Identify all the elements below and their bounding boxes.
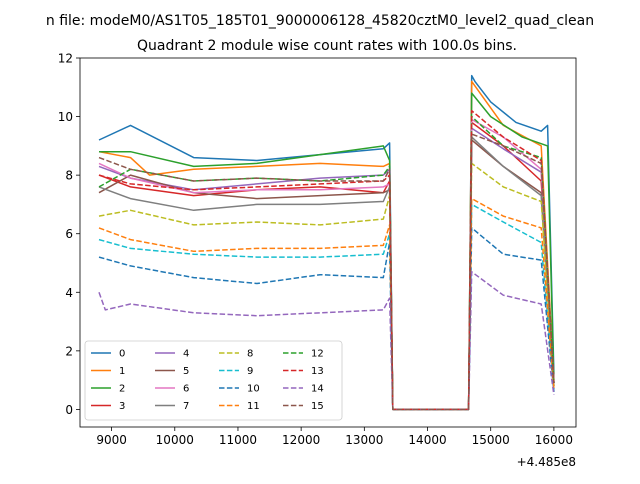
legend-label: 6 <box>183 384 189 395</box>
y-tick-label: 8 <box>65 169 73 183</box>
legend-label: 7 <box>183 401 189 412</box>
x-offset-label: +4.485e8 <box>517 455 576 469</box>
plot-frame <box>79 57 577 428</box>
y-tick-label: 12 <box>58 52 73 66</box>
series-line-9 <box>98 203 555 411</box>
series-line-10 <box>98 227 555 411</box>
x-tick-label: 15000 <box>472 433 510 447</box>
series-line-14 <box>98 271 555 411</box>
figure-suptitle: n file: modeM0/AS1T05_185T01_9000006128_… <box>46 13 594 29</box>
legend-label: 3 <box>119 401 125 412</box>
x-tick-label: 13000 <box>345 433 383 447</box>
y-tick-label: 0 <box>65 403 73 417</box>
y-tick-label: 6 <box>65 227 73 241</box>
legend-label: 11 <box>247 401 260 412</box>
series-layer <box>98 74 555 411</box>
legend-label: 13 <box>311 366 324 377</box>
legend-label: 1 <box>119 366 125 377</box>
legend-label: 12 <box>311 349 324 360</box>
x-tick-label: 16000 <box>535 433 573 447</box>
x-axis: 9000 10000 11000 12000 13000 14000 15000 16000 <box>96 427 573 447</box>
y-axis: 0 2 4 6 8 10 12 <box>58 52 80 417</box>
series-line-15 <box>98 133 555 411</box>
legend-label: 8 <box>247 349 253 360</box>
legend-label: 0 <box>119 349 125 360</box>
legend-label: 10 <box>247 384 260 395</box>
y-tick-label: 4 <box>65 286 73 300</box>
legend-label: 9 <box>247 366 253 377</box>
chart-title: Quadrant 2 module wise count rates with … <box>137 38 517 54</box>
x-tick-label: 14000 <box>408 433 446 447</box>
x-tick-label: 12000 <box>282 433 320 447</box>
legend-label: 2 <box>119 384 125 395</box>
x-tick-label: 9000 <box>96 433 127 447</box>
series-line-13 <box>98 109 555 411</box>
legend-label: 15 <box>311 401 324 412</box>
legend-label: 5 <box>183 366 189 377</box>
legend-label: 4 <box>183 349 189 360</box>
x-tick-label: 10000 <box>156 433 194 447</box>
x-tick-label: 11000 <box>219 433 257 447</box>
y-tick-label: 10 <box>58 110 73 124</box>
y-tick-label: 2 <box>65 344 73 358</box>
legend-label: 14 <box>311 384 324 395</box>
legend-box <box>84 340 343 421</box>
series-line-12 <box>98 115 555 411</box>
